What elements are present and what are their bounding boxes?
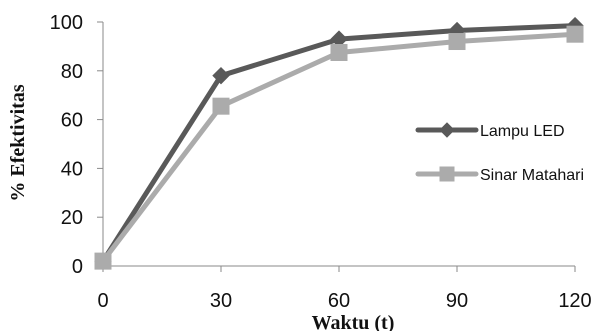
legend-marker (439, 166, 455, 182)
series-sinar-matahari (94, 25, 584, 270)
x-axis-tick-label: 90 (446, 290, 468, 312)
data-point-marker (212, 66, 230, 85)
x-axis-tick-label: 30 (210, 290, 232, 312)
x-axis-tick-label: 60 (328, 290, 350, 312)
legend-marker (439, 122, 455, 138)
tick-layer: 0 20 40 60 80 100 0 30 60 90 120 (50, 12, 592, 312)
x-axis-title: Waktu (t) (312, 312, 395, 331)
legend-label: Sinar Matahari (480, 167, 584, 184)
y-axis-tick-label: 40 (61, 158, 83, 180)
y-axis-tick-label: 100 (50, 12, 83, 34)
data-point-marker (94, 252, 112, 270)
series-layer (94, 16, 584, 270)
y-axis-tick-label: 60 (61, 110, 83, 132)
x-axis-tick-label: 0 (97, 290, 108, 312)
y-axis-tick-label: 0 (72, 256, 83, 278)
y-axis-title: % Efektivitas (7, 84, 29, 201)
y-axis-tick-label: 20 (61, 207, 83, 229)
legend-label: Lampu LED (480, 123, 565, 140)
data-point-marker (448, 33, 466, 51)
legend-item-lampu-led: Lampu LED (415, 122, 565, 140)
x-axis-tick-label: 120 (558, 290, 591, 312)
legend-item-sinar-matahari: Sinar Matahari (415, 166, 584, 184)
data-point-marker (566, 25, 584, 43)
legend: Lampu LED Sinar Matahari (415, 122, 584, 184)
data-point-marker (330, 44, 348, 61)
y-axis-tick-label: 80 (61, 61, 83, 83)
data-point-marker (212, 97, 230, 115)
